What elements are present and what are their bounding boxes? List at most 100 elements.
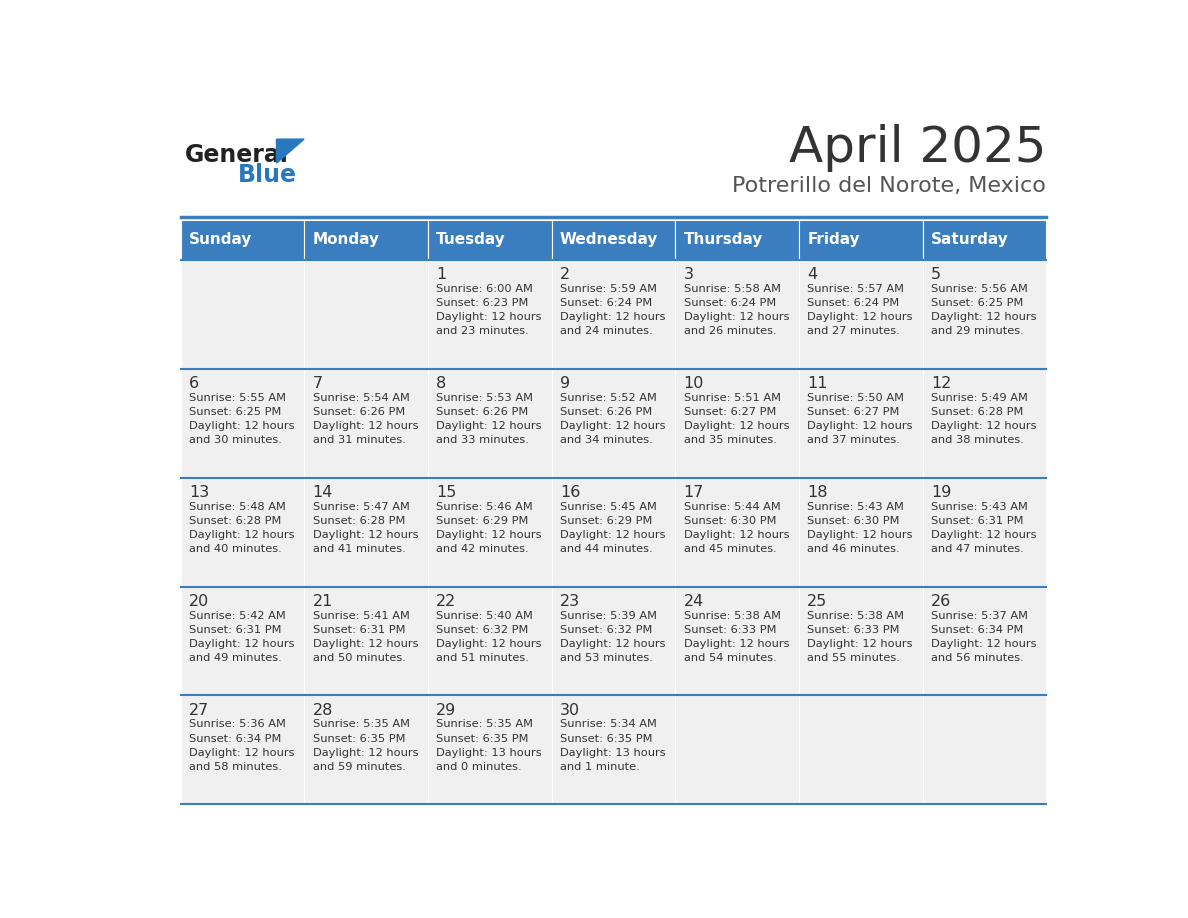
FancyBboxPatch shape: [304, 260, 428, 369]
Text: Daylight: 12 hours: Daylight: 12 hours: [683, 530, 789, 540]
Text: Sunrise: 5:35 AM: Sunrise: 5:35 AM: [436, 720, 533, 730]
Text: Sunrise: 5:36 AM: Sunrise: 5:36 AM: [189, 720, 286, 730]
Text: Sunset: 6:26 PM: Sunset: 6:26 PM: [436, 407, 529, 417]
FancyBboxPatch shape: [923, 369, 1047, 477]
Text: Sunset: 6:23 PM: Sunset: 6:23 PM: [436, 298, 529, 308]
Text: April 2025: April 2025: [789, 124, 1047, 173]
Text: 21: 21: [312, 594, 333, 609]
Text: and 56 minutes.: and 56 minutes.: [931, 653, 1024, 663]
Text: Sunset: 6:35 PM: Sunset: 6:35 PM: [560, 733, 652, 744]
Text: 20: 20: [189, 594, 209, 609]
Text: 3: 3: [683, 267, 694, 282]
Text: and 30 minutes.: and 30 minutes.: [189, 435, 282, 445]
Text: and 23 minutes.: and 23 minutes.: [436, 327, 529, 337]
Text: 19: 19: [931, 485, 952, 499]
Text: Sunrise: 5:47 AM: Sunrise: 5:47 AM: [312, 502, 410, 511]
Text: Thursday: Thursday: [683, 232, 763, 247]
Text: Blue: Blue: [238, 163, 297, 187]
Text: and 1 minute.: and 1 minute.: [560, 762, 639, 772]
FancyBboxPatch shape: [428, 477, 551, 587]
Text: Sunrise: 5:51 AM: Sunrise: 5:51 AM: [683, 393, 781, 403]
Text: Friday: Friday: [807, 232, 860, 247]
Text: Monday: Monday: [312, 232, 380, 247]
Text: Wednesday: Wednesday: [560, 232, 658, 247]
Text: and 41 minutes.: and 41 minutes.: [312, 544, 405, 554]
FancyBboxPatch shape: [551, 260, 675, 369]
FancyBboxPatch shape: [923, 587, 1047, 696]
Text: Sunrise: 5:54 AM: Sunrise: 5:54 AM: [312, 393, 410, 403]
Text: 22: 22: [436, 594, 456, 609]
Text: Sunrise: 5:41 AM: Sunrise: 5:41 AM: [312, 610, 410, 621]
Text: and 55 minutes.: and 55 minutes.: [807, 653, 901, 663]
Text: Sunrise: 5:53 AM: Sunrise: 5:53 AM: [436, 393, 533, 403]
Text: Daylight: 13 hours: Daylight: 13 hours: [560, 748, 665, 757]
Text: and 46 minutes.: and 46 minutes.: [807, 544, 899, 554]
Text: 15: 15: [436, 485, 456, 499]
Text: Daylight: 12 hours: Daylight: 12 hours: [436, 421, 542, 431]
Text: 16: 16: [560, 485, 580, 499]
FancyBboxPatch shape: [551, 369, 675, 477]
FancyBboxPatch shape: [428, 696, 551, 804]
Text: Sunrise: 5:37 AM: Sunrise: 5:37 AM: [931, 610, 1028, 621]
Text: 1: 1: [436, 267, 447, 282]
FancyBboxPatch shape: [675, 587, 798, 696]
Text: Sunrise: 6:00 AM: Sunrise: 6:00 AM: [436, 284, 533, 294]
Text: Daylight: 13 hours: Daylight: 13 hours: [436, 748, 542, 757]
Text: Sunrise: 5:59 AM: Sunrise: 5:59 AM: [560, 284, 657, 294]
Text: Daylight: 12 hours: Daylight: 12 hours: [683, 312, 789, 322]
Text: Sunrise: 5:43 AM: Sunrise: 5:43 AM: [931, 502, 1028, 511]
FancyBboxPatch shape: [923, 696, 1047, 804]
Text: 4: 4: [807, 267, 817, 282]
FancyBboxPatch shape: [551, 219, 675, 260]
Polygon shape: [277, 140, 304, 163]
Text: and 37 minutes.: and 37 minutes.: [807, 435, 901, 445]
Text: and 35 minutes.: and 35 minutes.: [683, 435, 777, 445]
FancyBboxPatch shape: [304, 369, 428, 477]
Text: Sunset: 6:26 PM: Sunset: 6:26 PM: [560, 407, 652, 417]
Text: and 0 minutes.: and 0 minutes.: [436, 762, 522, 772]
Text: and 47 minutes.: and 47 minutes.: [931, 544, 1024, 554]
FancyBboxPatch shape: [304, 477, 428, 587]
FancyBboxPatch shape: [798, 477, 923, 587]
Text: Daylight: 12 hours: Daylight: 12 hours: [931, 530, 1036, 540]
FancyBboxPatch shape: [304, 696, 428, 804]
Text: Daylight: 12 hours: Daylight: 12 hours: [312, 748, 418, 757]
Text: Sunset: 6:28 PM: Sunset: 6:28 PM: [312, 516, 405, 526]
FancyBboxPatch shape: [181, 260, 304, 369]
Text: 9: 9: [560, 376, 570, 391]
Text: and 26 minutes.: and 26 minutes.: [683, 327, 776, 337]
Text: 12: 12: [931, 376, 952, 391]
Text: Sunset: 6:24 PM: Sunset: 6:24 PM: [560, 298, 652, 308]
Text: and 29 minutes.: and 29 minutes.: [931, 327, 1024, 337]
Text: Daylight: 12 hours: Daylight: 12 hours: [312, 530, 418, 540]
Text: 10: 10: [683, 376, 704, 391]
FancyBboxPatch shape: [304, 587, 428, 696]
Text: Sunrise: 5:55 AM: Sunrise: 5:55 AM: [189, 393, 286, 403]
Text: Daylight: 12 hours: Daylight: 12 hours: [931, 312, 1036, 322]
Text: and 24 minutes.: and 24 minutes.: [560, 327, 652, 337]
Text: Sunrise: 5:43 AM: Sunrise: 5:43 AM: [807, 502, 904, 511]
Text: Sunset: 6:25 PM: Sunset: 6:25 PM: [189, 407, 282, 417]
FancyBboxPatch shape: [181, 587, 304, 696]
Text: 7: 7: [312, 376, 323, 391]
Text: 13: 13: [189, 485, 209, 499]
FancyBboxPatch shape: [428, 260, 551, 369]
FancyBboxPatch shape: [923, 219, 1047, 260]
Text: Sunset: 6:28 PM: Sunset: 6:28 PM: [931, 407, 1023, 417]
Text: Sunset: 6:29 PM: Sunset: 6:29 PM: [436, 516, 529, 526]
Text: Sunset: 6:27 PM: Sunset: 6:27 PM: [807, 407, 899, 417]
Text: Daylight: 12 hours: Daylight: 12 hours: [189, 748, 295, 757]
FancyBboxPatch shape: [798, 369, 923, 477]
Text: Daylight: 12 hours: Daylight: 12 hours: [931, 421, 1036, 431]
Text: Daylight: 12 hours: Daylight: 12 hours: [560, 530, 665, 540]
Text: 5: 5: [931, 267, 941, 282]
Text: 27: 27: [189, 702, 209, 718]
FancyBboxPatch shape: [181, 477, 304, 587]
Text: Sunset: 6:32 PM: Sunset: 6:32 PM: [436, 625, 529, 634]
FancyBboxPatch shape: [923, 260, 1047, 369]
Text: Daylight: 12 hours: Daylight: 12 hours: [807, 312, 912, 322]
FancyBboxPatch shape: [798, 260, 923, 369]
Text: Saturday: Saturday: [931, 232, 1009, 247]
Text: and 53 minutes.: and 53 minutes.: [560, 653, 652, 663]
Text: 28: 28: [312, 702, 333, 718]
